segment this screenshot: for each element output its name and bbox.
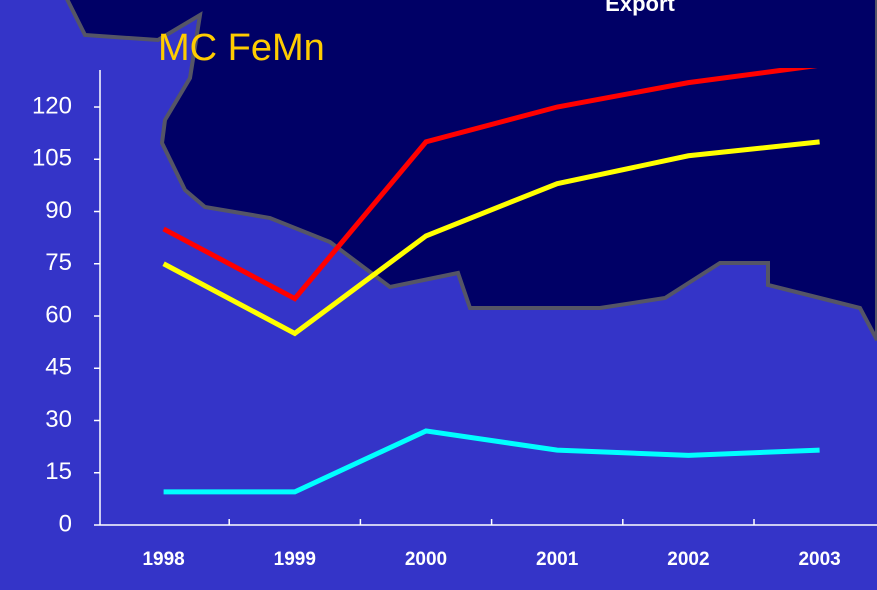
page: {"chart_data": {"type": "line", "title":… <box>0 0 877 590</box>
annotation: Export <box>605 0 675 16</box>
chart-title: MC FeMn <box>158 27 325 69</box>
x-tick-label: 2002 <box>667 549 709 570</box>
y-tick-label: 15 <box>45 458 72 485</box>
x-tick-label: 1999 <box>274 549 316 570</box>
y-tick-label: 0 <box>59 510 72 537</box>
chart: Export MC FeMn 0 15 30 45 60 75 90 105 120 1998 19… <box>0 0 877 590</box>
y-tick-label: 30 <box>45 406 72 433</box>
y-tick-label: 120 <box>32 92 72 119</box>
y-tick-label: 105 <box>32 145 72 172</box>
x-tick-label: 2000 <box>405 549 447 570</box>
y-tick-label: 60 <box>45 301 72 328</box>
x-tick-label: 1998 <box>142 549 184 570</box>
x-tick-label: 2003 <box>798 549 840 570</box>
y-tick-label: 90 <box>45 197 72 224</box>
y-tick-label: 45 <box>45 354 72 381</box>
x-tick-label: 2001 <box>536 549 579 570</box>
y-tick-label: 75 <box>45 249 72 276</box>
